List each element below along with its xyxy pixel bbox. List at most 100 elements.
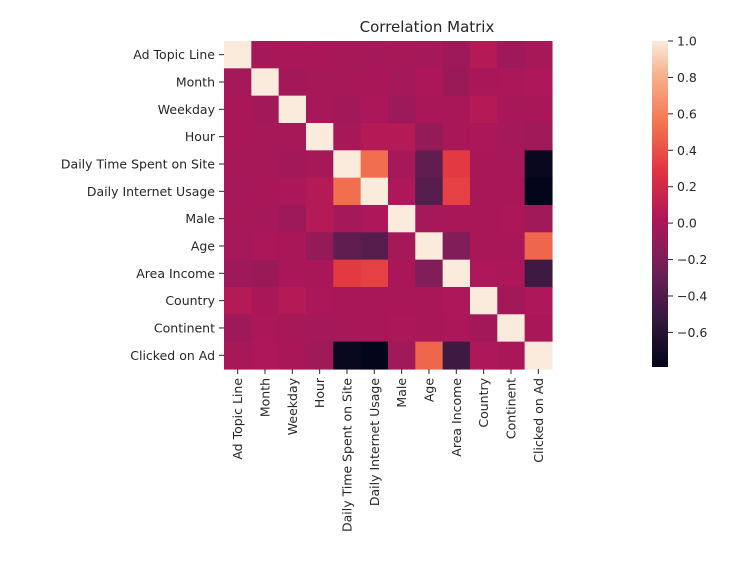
heatmap-cells (224, 41, 553, 370)
heatmap-cell (415, 341, 444, 370)
heatmap-cell (469, 259, 498, 288)
column-label: Clicked on Ad (531, 378, 546, 463)
heatmap-cell (524, 95, 553, 124)
heatmap-cell (333, 95, 362, 124)
heatmap-cell (415, 95, 444, 124)
heatmap-cell (333, 177, 362, 206)
heatmap-cell (333, 314, 362, 343)
heatmap-cell (224, 341, 252, 370)
column-label: Month (257, 378, 272, 417)
heatmap-cell (387, 41, 416, 69)
heatmap-cell (469, 150, 498, 179)
heatmap-cell (524, 41, 553, 69)
heatmap-cell (360, 204, 389, 233)
heatmap-cell (360, 286, 389, 315)
heatmap-cell (497, 232, 526, 261)
heatmap-cell (497, 341, 526, 370)
heatmap-cell (415, 286, 444, 315)
heatmap-cell (524, 204, 553, 233)
colorbar-tick-label: 0.8 (677, 70, 697, 85)
heatmap-cell (360, 41, 389, 69)
heatmap-cell (524, 259, 553, 288)
column-label: Male (394, 378, 409, 408)
heatmap-cell (387, 150, 416, 179)
heatmap-cell (278, 95, 307, 124)
heatmap-cell (251, 68, 280, 97)
heatmap-cell (442, 314, 471, 343)
row-label: Area Income (136, 266, 215, 281)
heatmap-cell (305, 314, 334, 343)
heatmap-cell (387, 286, 416, 315)
row-label: Continent (154, 320, 215, 335)
heatmap-cell (360, 95, 389, 124)
heatmap-cell (442, 68, 471, 97)
heatmap-cell (305, 177, 334, 206)
heatmap-cell (224, 150, 252, 179)
heatmap-cell (524, 341, 553, 370)
heatmap-cell (251, 259, 280, 288)
heatmap-cell (278, 122, 307, 151)
heatmap-cell (524, 150, 553, 179)
heatmap-cell (251, 150, 280, 179)
heatmap-cell (469, 177, 498, 206)
colorbar-tick-label: −0.2 (677, 252, 707, 267)
row-label: Weekday (158, 102, 216, 117)
heatmap-cell (415, 68, 444, 97)
heatmap-cell (333, 286, 362, 315)
heatmap-cell (333, 341, 362, 370)
heatmap-cell (278, 341, 307, 370)
heatmap-cell (278, 68, 307, 97)
heatmap-cell (224, 177, 252, 206)
heatmap-cell (333, 150, 362, 179)
row-label: Clicked on Ad (130, 348, 215, 363)
heatmap-cell (497, 259, 526, 288)
heatmap-cell (224, 232, 252, 261)
colorbar-tick-label: 0.4 (677, 143, 697, 158)
heatmap-cell (442, 177, 471, 206)
heatmap-cell (251, 204, 280, 233)
row-labels: Ad Topic Line Month Weekday Hour Daily Time … (61, 47, 224, 363)
heatmap-cell (224, 204, 252, 233)
heatmap-cell (387, 68, 416, 97)
heatmap-cell (387, 259, 416, 288)
heatmap-cell (469, 232, 498, 261)
chart-title: Correlation Matrix (360, 18, 495, 36)
heatmap-cell (387, 341, 416, 370)
colorbar-tick-label: −0.6 (677, 325, 707, 340)
heatmap-cell (442, 232, 471, 261)
row-label: Male (185, 211, 215, 226)
colorbar-tick-label: −0.4 (677, 288, 707, 303)
heatmap-cell (278, 177, 307, 206)
heatmap-cell (387, 314, 416, 343)
column-label: Age (421, 378, 436, 402)
heatmap-cell (415, 259, 444, 288)
heatmap-cell (333, 68, 362, 97)
column-label: Weekday (285, 377, 300, 435)
heatmap-cell (415, 122, 444, 151)
heatmap-cell (224, 95, 252, 124)
heatmap-cell (469, 314, 498, 343)
heatmap-cell (387, 232, 416, 261)
heatmap-cell (278, 204, 307, 233)
heatmap-cell (442, 95, 471, 124)
heatmap-cell (497, 314, 526, 343)
heatmap-cell (524, 177, 553, 206)
heatmap-cell (442, 204, 471, 233)
heatmap-cell (497, 68, 526, 97)
colorbar-ticks: 1.0 0.8 0.6 0.4 0.2 0.0 −0.2 −0.4 −0.6 (668, 34, 707, 340)
heatmap-cell (305, 341, 334, 370)
heatmap-cell (415, 232, 444, 261)
heatmap-cell (524, 286, 553, 315)
colorbar (652, 41, 668, 367)
heatmap-cell (333, 204, 362, 233)
column-label: Daily Internet Usage (367, 378, 382, 506)
heatmap-cell (278, 259, 307, 288)
heatmap-cell (469, 68, 498, 97)
heatmap-cell (251, 314, 280, 343)
heatmap-cell (442, 259, 471, 288)
column-label: Country (476, 377, 491, 427)
heatmap-cell (278, 286, 307, 315)
heatmap-cell (442, 150, 471, 179)
row-label: Country (165, 293, 215, 308)
row-label: Ad Topic Line (133, 47, 215, 62)
